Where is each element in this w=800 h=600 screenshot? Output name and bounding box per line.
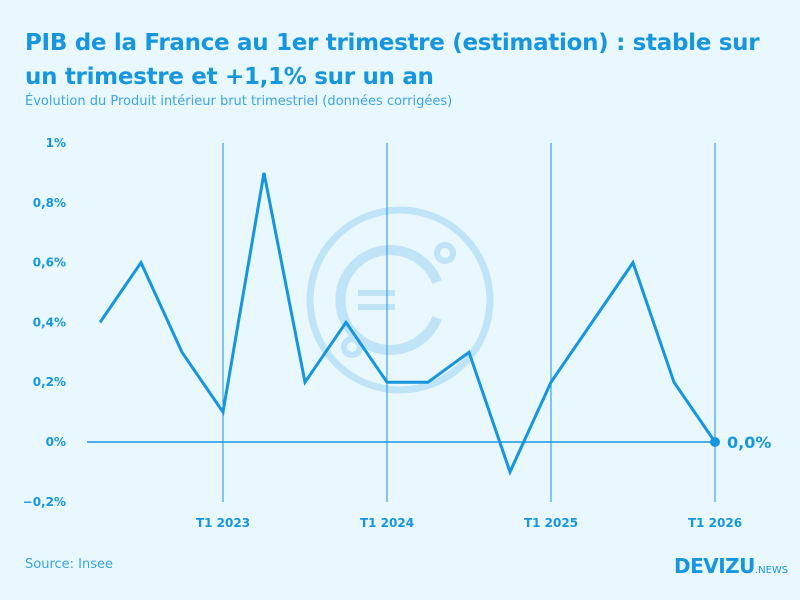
data-point: [710, 437, 720, 447]
source-note: Source: Insee: [25, 557, 114, 572]
devizu-logo: DEVIZU.NEWS: [674, 554, 789, 578]
y-tick-label: 0,2%: [33, 375, 66, 389]
last-value-label: 0,0%: [727, 433, 771, 452]
x-tick-label: T1 2026: [688, 516, 742, 530]
y-tick-label: −0,2%: [23, 495, 66, 509]
x-tick-label: T1 2024: [360, 516, 414, 530]
y-tick-label: 0%: [46, 435, 66, 449]
x-tick-label: T1 2025: [524, 516, 578, 530]
chart-subtitle: Évolution du Produit intérieur brut trim…: [25, 94, 453, 109]
euro-watermark-icon: [306, 206, 494, 394]
gdp-series-line: [98, 172, 717, 476]
y-tick-label: 0,8%: [33, 196, 66, 210]
x-tick-label: T1 2023: [196, 516, 250, 530]
y-tick-label: 0,4%: [33, 315, 66, 329]
chart-title: PIB de la France au 1er trimestre (estim…: [25, 30, 760, 90]
y-tick-label: 1%: [46, 136, 66, 150]
y-tick-label: 0,6%: [33, 256, 66, 270]
